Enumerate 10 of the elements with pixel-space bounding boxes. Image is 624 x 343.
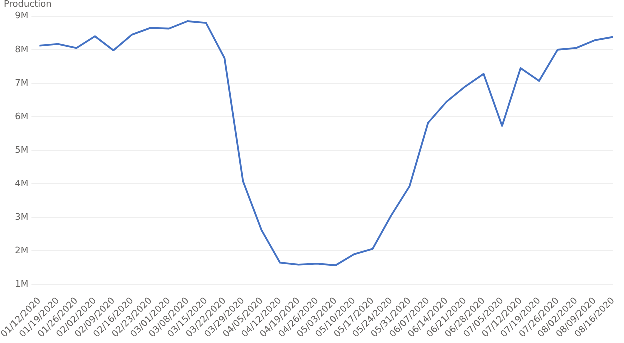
y-tick-label: 1M: [15, 280, 29, 290]
y-tick-label: 7M: [15, 78, 29, 89]
y-tick-label: 2M: [15, 246, 29, 256]
y-tick-label: 3M: [15, 212, 29, 223]
y-tick-label: 9M: [15, 12, 29, 22]
y-tick-label: 6M: [15, 112, 29, 122]
y-tick-label: 4M: [15, 179, 29, 190]
y-tick-label: 8M: [15, 45, 29, 56]
y-axis-title: Production: [4, 0, 52, 10]
y-tick-label: 5M: [15, 146, 29, 156]
